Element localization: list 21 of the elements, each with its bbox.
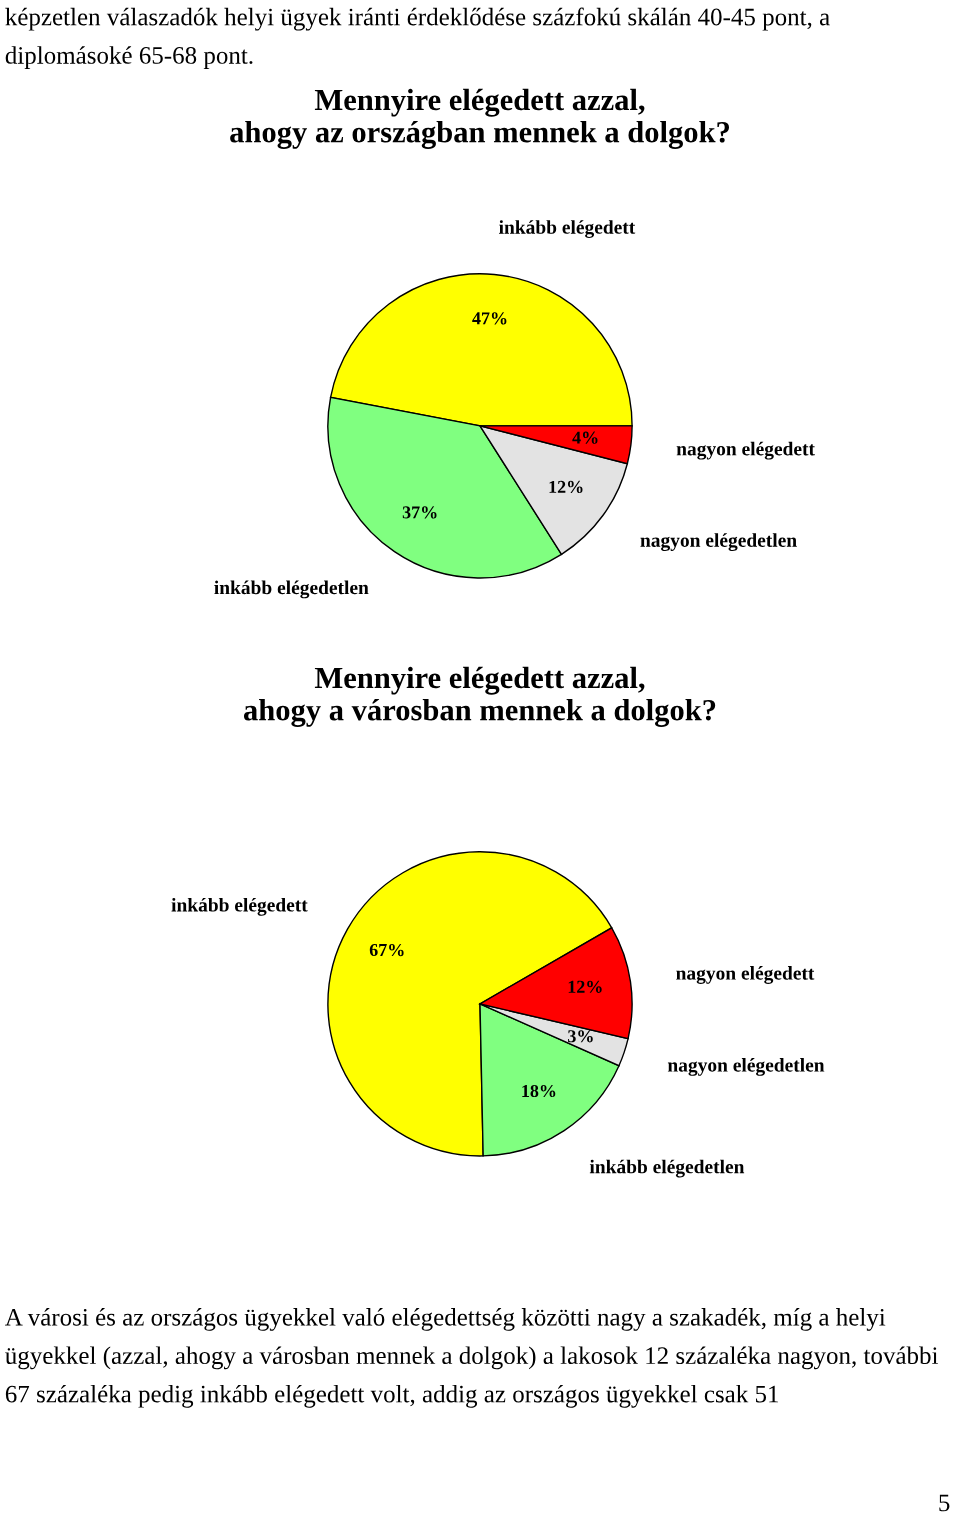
data-label: 37% bbox=[402, 506, 437, 519]
text: A városi és az országos ügyekkel való elégedettség közötti nagy a szakadék, míg a helyi ügyekkel (azzal, ahogy a városban mennek a dolgok) a lakosok 12 százaléka nagyon, további 67 százaléka pedig inkább elégedett volt, addig az országos ügyekkel csak 51 bbox=[5, 1308, 939, 1408]
slice-label: inkább elégedett bbox=[171, 897, 308, 916]
data-label: 12% bbox=[549, 480, 583, 494]
text: 5 bbox=[939, 1494, 950, 1512]
slice-label: nagyon elégedett bbox=[676, 966, 815, 984]
slice-label: inkább elégedett bbox=[499, 220, 636, 238]
slice-label: inkább elégedetlen bbox=[589, 1159, 745, 1178]
slice-label: nagyon elégedetlen bbox=[640, 533, 797, 551]
slice-label: inkább elégedetlen bbox=[214, 580, 369, 599]
slice-label: nagyon elégedett bbox=[676, 441, 815, 460]
data-label: 12% bbox=[568, 980, 602, 993]
text: képzetlen válaszadók helyi ügyek iránti érdeklődése százfokú skálán 40-45 pont, a diplomásoké 65-68 pont. bbox=[5, 7, 830, 69]
data-label: 18% bbox=[522, 1084, 556, 1098]
chart-title: Mennyire elégedett azzal, ahogy az országban mennek a dolgok? bbox=[230, 88, 730, 149]
data-label: 67% bbox=[369, 943, 404, 957]
data-label: 4% bbox=[572, 431, 598, 444]
slice-label: nagyon elégedetlen bbox=[667, 1058, 825, 1076]
data-label: 3% bbox=[568, 1030, 593, 1043]
chart-title: Mennyire elégedett azzal, ahogy a városban mennek a dolgok? bbox=[243, 666, 716, 727]
data-label: 47% bbox=[472, 312, 507, 325]
